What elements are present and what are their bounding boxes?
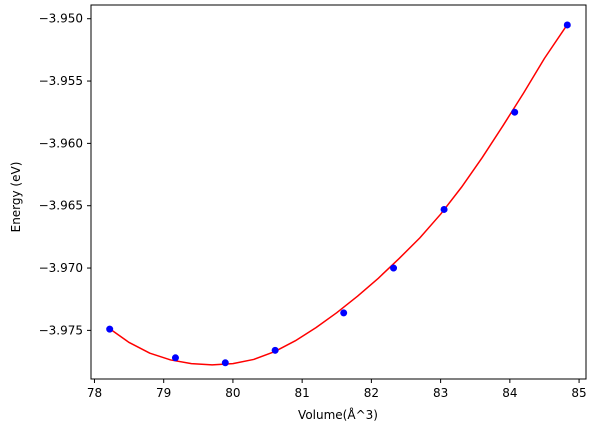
data-point-4 (271, 346, 279, 354)
x-tick-label-85: 85 (571, 386, 586, 400)
fit-curve (108, 23, 569, 366)
x-tick-label-82: 82 (364, 386, 379, 400)
plot-area (91, 5, 586, 379)
x-tick-label-84: 84 (502, 386, 517, 400)
x-tick-label-81: 81 (295, 386, 310, 400)
data-points-layer (106, 21, 571, 367)
data-point-3 (221, 359, 229, 367)
y-tick-label-1: −3.970 (39, 261, 83, 275)
x-tick-label-83: 83 (433, 386, 448, 400)
x-tick-label-80: 80 (225, 386, 240, 400)
y-axis-label: Energy (eV) (9, 162, 23, 233)
data-point-2 (171, 354, 179, 362)
plot-background (91, 5, 586, 379)
axes-layer: 78 79 80 81 82 83 84 85 −3.975 −3.970 −3.965 −3.960… (39, 4, 587, 400)
axes-frame (90, 4, 587, 380)
y-tick-label-3: −3.960 (39, 136, 83, 150)
data-point-1 (106, 325, 114, 333)
data-point-7 (440, 205, 448, 213)
y-tick-label-2: −3.965 (39, 199, 83, 213)
data-point-6 (390, 264, 398, 272)
x-tick-label-78: 78 (87, 386, 102, 400)
data-point-8 (511, 108, 519, 116)
y-tick-label-0: −3.975 (39, 323, 83, 337)
x-axis-label: Volume(Å^3) (298, 407, 378, 422)
y-tick-label-5: −3.950 (39, 12, 83, 26)
fit-curve-layer (108, 23, 569, 366)
y-tick-label-4: −3.955 (39, 74, 83, 88)
x-tick-label-79: 79 (156, 386, 171, 400)
data-point-9 (563, 21, 571, 29)
data-point-5 (340, 309, 348, 317)
